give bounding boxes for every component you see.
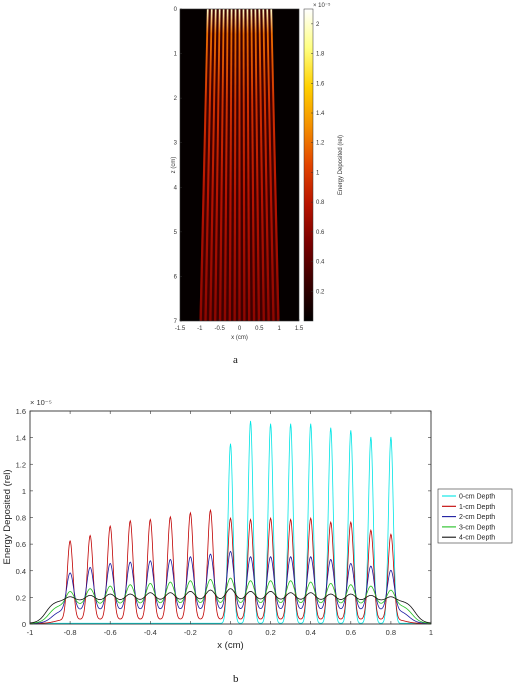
colorbar-tick-label: 1.6 [316, 81, 325, 87]
line-x-tick-label: 0.6 [346, 628, 356, 637]
line-x-tick-label: 0.8 [386, 628, 396, 637]
line-x-tick-label: 0 [228, 628, 232, 637]
heatmap-beamlet [209, 9, 217, 321]
heatmap-beamlet [250, 9, 256, 321]
heatmap-beamlet [238, 9, 241, 321]
heatmap-beamlet [204, 9, 213, 321]
line-y-tick-label: 1.4 [16, 434, 26, 443]
line-x-ticks: -1 -0.8 -0.6 -0.4 -0.2 0 0.2 0.4 0.6 0.8 1 [27, 411, 433, 637]
heatmap-beamlets [199, 9, 280, 321]
heatmap-y-ticks: 0 1 2 3 4 5 6 7 [174, 7, 182, 325]
line-y-tick-label: 0.6 [16, 540, 26, 549]
line-y-tick-label: 1.2 [16, 460, 26, 469]
heatmap-y-tick-label: 0 [174, 7, 178, 13]
heatmap-x-tick-label: -1 [197, 326, 203, 332]
legend-items: 0-cm Depth 1-cm Depth 2-cm Depth 3-cm Depth… [442, 494, 495, 542]
heatmap-x-tick-label: 0 [238, 326, 242, 332]
heatmap-y-tick-label: 1 [174, 52, 178, 58]
heatmap-x-tick-label: -1.5 [175, 326, 186, 332]
heatmap-y-label: z (cm) [171, 157, 177, 174]
heatmap-x-tick-label: 1.5 [295, 326, 304, 332]
panel-label-a: a [233, 354, 238, 366]
series-line-1 [30, 508, 431, 624]
colorbar-tick-label: 0.4 [316, 260, 325, 266]
heatmap-beamlet [254, 9, 261, 321]
series-line-3 [30, 577, 431, 624]
heatmap-beamlet [262, 9, 270, 321]
colorbar-ticks: 0.2 0.4 0.6 0.8 1 1.2 1.4 1.6 1.8 2 [311, 22, 325, 295]
heatmap-beamlet [199, 9, 209, 321]
line-y-tick-label: 0 [22, 620, 26, 629]
line-x-tick-label: -0.8 [64, 628, 77, 637]
heatmap-beamlet [223, 9, 229, 321]
line-x-tick-label: 0.2 [265, 628, 275, 637]
line-y-label: Energy Deposited (rel) [2, 469, 13, 564]
series-line-2 [30, 550, 431, 624]
colorbar-tick-label: 1.2 [316, 141, 325, 147]
line-y-tick-label: 0.2 [16, 593, 26, 602]
line-series-group [30, 420, 431, 624]
heatmap-beamlet [270, 9, 280, 321]
legend-label: 2-cm Depth [459, 514, 495, 521]
heatmap-beamlet [228, 9, 233, 321]
heatmap-beamlet [242, 9, 246, 321]
heatmap-y-tick-label: 2 [174, 96, 178, 102]
heatmap-x-tick-label: 0.5 [255, 326, 264, 332]
heatmap-x-tick-label: -0.5 [214, 326, 225, 332]
colorbar-tick-label: 2 [316, 22, 320, 28]
legend-label: 4-cm Depth [459, 535, 495, 542]
line-y-tick-label: 1 [22, 487, 26, 496]
legend-label: 3-cm Depth [459, 524, 495, 531]
line-x-tick-label: -0.2 [184, 628, 197, 637]
colorbar-label: Energy Deposited (rel) [338, 135, 344, 195]
colorbar-tick-label: 1 [316, 170, 320, 176]
heatmap-x-ticks: -1.5 -1 -0.5 0 0.5 1 1.5 [175, 319, 304, 332]
line-y-tick-label: 1.6 [16, 407, 26, 416]
panel-label-b: b [233, 673, 239, 685]
line-x-label: x (cm) [217, 640, 243, 651]
series-line-0 [30, 420, 431, 624]
line-x-tick-label: 1 [429, 628, 433, 637]
colorbar-tick-label: 1.4 [316, 111, 325, 117]
legend-label: 1-cm Depth [459, 504, 495, 511]
colorbar-exponent: × 10⁻⁵ [313, 2, 331, 9]
line-x-tick-label: -1 [27, 628, 34, 637]
legend-box [437, 488, 513, 544]
heatmap-y-tick-label: 6 [174, 274, 178, 280]
line-chart: -1 -0.8 -0.6 -0.4 -0.2 0 0.2 0.4 0.6 0.8 1 0 0.2 0.4… [2, 398, 513, 651]
line-y-tick-label: 0.4 [16, 567, 26, 576]
heatmap-y-tick-label: 7 [174, 319, 178, 325]
heatmap-beamlet [214, 9, 221, 321]
heatmap-beamlet [246, 9, 251, 321]
colorbar-tick-label: 0.8 [316, 200, 325, 206]
series-line-4 [30, 588, 431, 624]
colorbar-tick-label: 1.8 [316, 52, 325, 58]
heatmap-beamlet [258, 9, 265, 321]
colorbar-tick-label: 0.2 [316, 289, 325, 295]
heatmap-y-tick-label: 3 [174, 141, 178, 147]
colorbar-tick-label: 0.6 [316, 230, 325, 236]
line-x-tick-label: 0.4 [305, 628, 315, 637]
heatmap-y-tick-label: 4 [174, 185, 178, 191]
heatmap-beamlet [218, 9, 225, 321]
heatmap-beamlet [266, 9, 275, 321]
heatmap-x-tick-label: 1 [277, 326, 281, 332]
line-x-tick-label: -0.6 [104, 628, 117, 637]
legend-label: 0-cm Depth [459, 494, 495, 501]
line-y-exponent: × 10⁻⁵ [30, 398, 52, 407]
colorbar [303, 8, 314, 322]
line-y-tick-label: 0.8 [16, 514, 26, 523]
heatmap-chart: -1.5 -1 -0.5 0 0.5 1 1.5 0 1 2 3 4 5 6 7 x (cm) z (cm… [171, 2, 344, 341]
heatmap-beamlet [233, 9, 237, 321]
legend: 0-cm Depth 1-cm Depth 2-cm Depth 3-cm Depth… [437, 488, 513, 544]
line-x-tick-label: -0.4 [144, 628, 157, 637]
line-y-ticks: 0 0.2 0.4 0.6 0.8 1 1.2 1.4 1.6 [16, 407, 431, 629]
heatmap-x-label: x (cm) [231, 335, 248, 341]
heatmap-y-tick-label: 5 [174, 230, 178, 236]
